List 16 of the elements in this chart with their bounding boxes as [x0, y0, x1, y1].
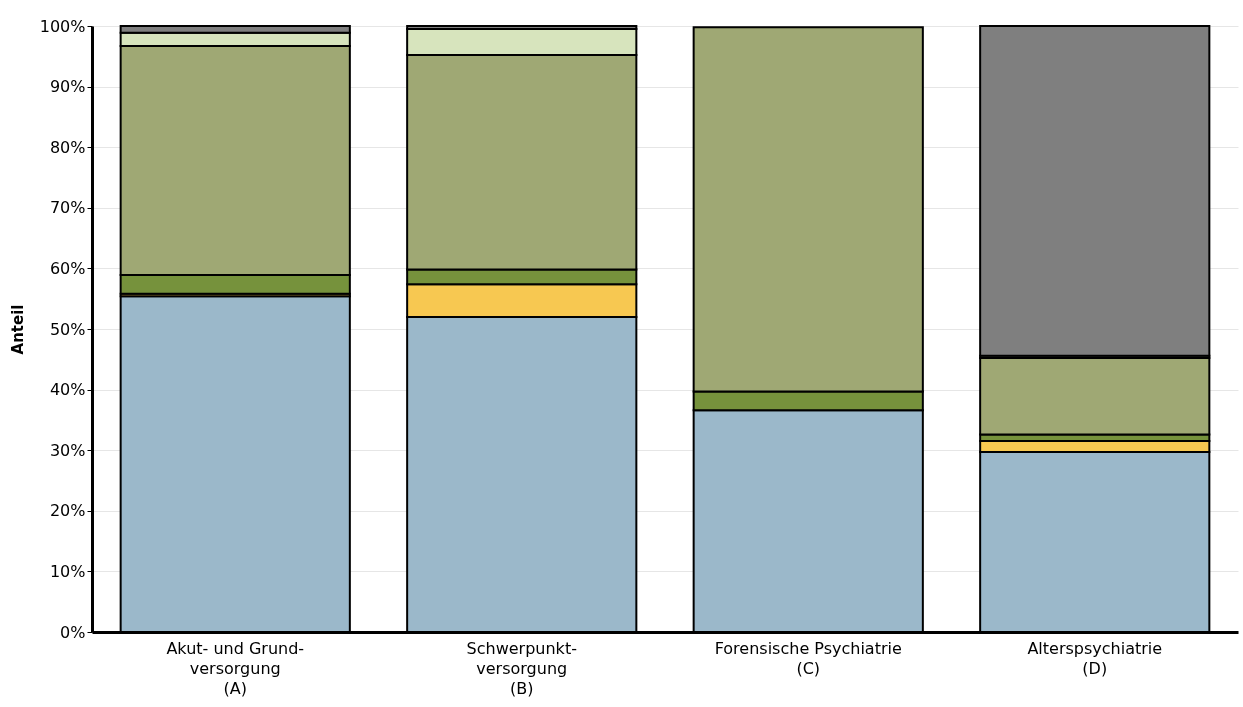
x-tick-label: Alterspsychiatrie (D): [1027, 638, 1163, 678]
y-tick-label: 50%: [49, 319, 86, 339]
y-tick-label: 20%: [49, 501, 86, 521]
y-tick-label: 90%: [49, 77, 86, 97]
x-tick-label: Akut- und Grund- versorgung (A): [166, 638, 305, 698]
y-tick-label: 60%: [49, 258, 86, 278]
y-tick-label: 0%: [60, 622, 86, 642]
x-tick-label: Schwerpunkt- versorgung (B): [466, 638, 577, 698]
y-tick-label: 70%: [49, 198, 86, 218]
y-tick-label: 100%: [39, 16, 86, 36]
y-tick-label: 30%: [49, 440, 86, 460]
y-axis-title: Anteil: [8, 304, 27, 355]
y-tick-label: 10%: [49, 561, 86, 581]
x-tick-label: Forensische Psychiatrie (C): [714, 638, 902, 678]
y-tick-label: 40%: [49, 380, 86, 400]
y-tick-label: 80%: [49, 137, 86, 157]
